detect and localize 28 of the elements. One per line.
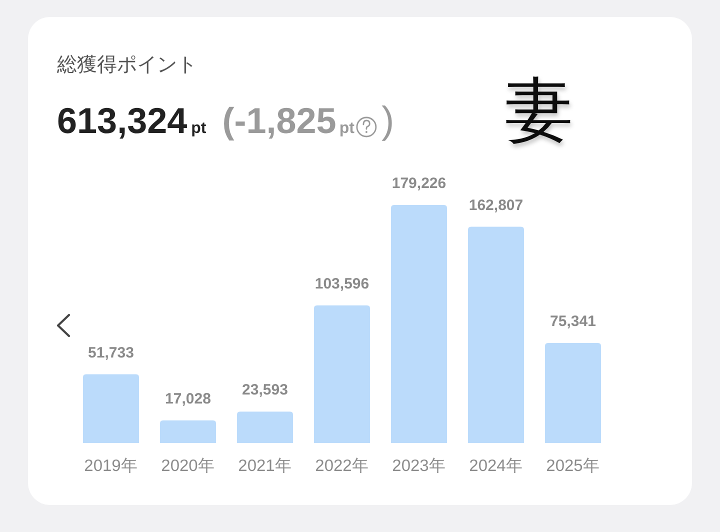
bar — [160, 420, 216, 443]
bar — [237, 412, 293, 443]
data-label: 75,341 — [550, 312, 596, 330]
x-tick-label: 2023年 — [392, 457, 446, 475]
text: 妻 — [505, 72, 573, 148]
data-label: 23,593 — [242, 382, 288, 399]
text: (-1,825 — [222, 100, 336, 141]
chart-title: 総獲得ポイント — [56, 54, 197, 76]
bar — [314, 305, 370, 443]
x-tick-label: 2021年 — [238, 457, 292, 475]
data-label: 179,226 — [392, 175, 446, 192]
x-tick-label: 2020年 — [161, 457, 215, 475]
x-tick-label: 2019年 — [84, 457, 138, 475]
bar — [468, 226, 524, 443]
data-label: 103,596 — [314, 275, 370, 292]
bar — [545, 342, 601, 443]
text: pt — [339, 120, 356, 137]
bar — [391, 205, 447, 443]
text: ) — [381, 100, 394, 142]
x-tick-label: 2025年 — [546, 457, 600, 475]
data-label: 51,733 — [88, 344, 134, 362]
text: pt — [191, 120, 207, 137]
bar — [83, 374, 139, 443]
x-tick-label: 2024年 — [469, 457, 523, 475]
data-label: 17,028 — [165, 390, 211, 408]
data-label: 162,807 — [468, 196, 524, 214]
x-tick-label: 2022年 — [315, 457, 369, 475]
text: 613,324 — [57, 100, 188, 141]
